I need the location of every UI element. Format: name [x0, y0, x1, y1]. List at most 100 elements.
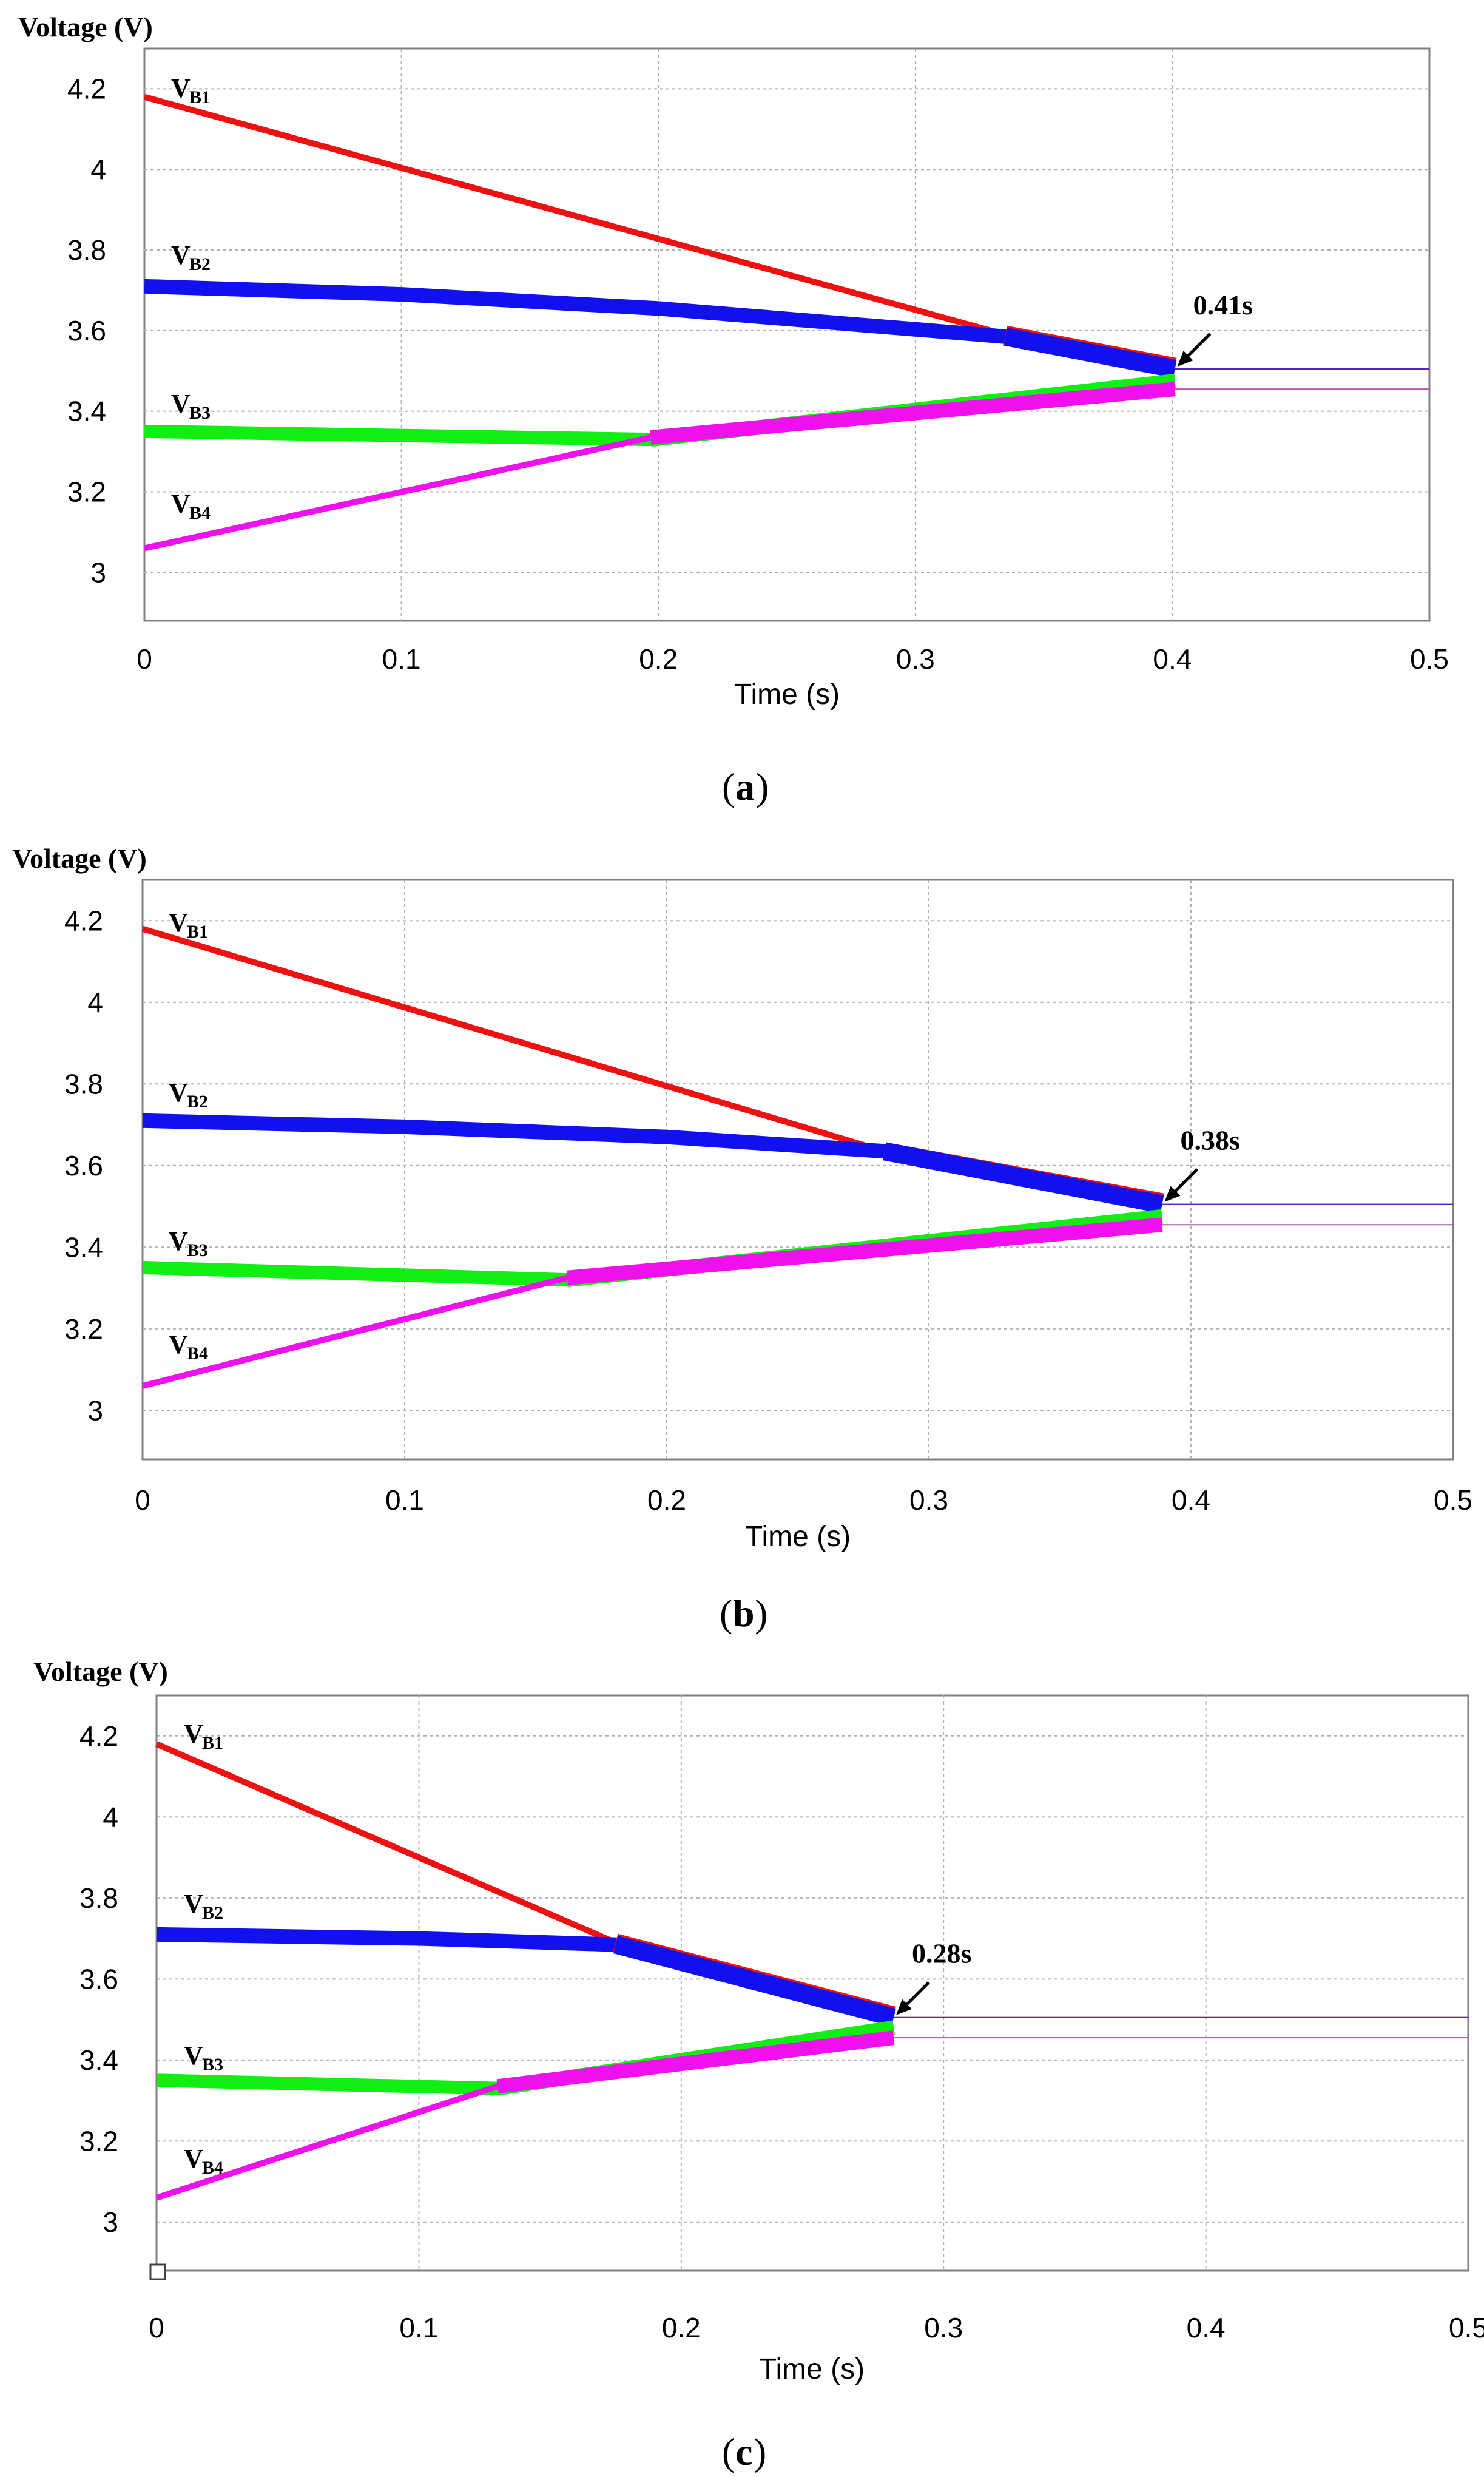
- annotation-arrow-head: [896, 1999, 912, 2015]
- series-label-VB2: VB2: [169, 1078, 208, 1112]
- series-label-main: V: [171, 389, 191, 419]
- x-tick-label: 0.1: [385, 1484, 424, 1516]
- x-tick-label: 0: [135, 1484, 150, 1516]
- series-balance-segment-VB4: [650, 382, 1176, 445]
- x-tick-label: 0.5: [1410, 643, 1449, 675]
- x-tick-label: 0.3: [924, 2312, 963, 2344]
- series-label-sub: B4: [187, 1343, 208, 1364]
- series-label-sub: B2: [202, 1903, 223, 1923]
- series-label-sub: B4: [189, 503, 211, 523]
- series-label-VB3: VB3: [169, 1226, 208, 1260]
- y-tick-label: 3.4: [67, 396, 106, 427]
- plot-frame: [141, 879, 1454, 1461]
- y-tick-label: 3.6: [79, 1963, 118, 1995]
- x-tick-label: 0.2: [639, 643, 678, 675]
- y-tick-label: 4: [103, 1801, 118, 1833]
- y-tick-label: 3.8: [64, 1068, 103, 1100]
- series-label-VB3: VB3: [171, 389, 211, 423]
- series-label-main: V: [169, 1226, 188, 1256]
- series-label-main: V: [184, 2041, 203, 2070]
- y-tick-label: 3.2: [79, 2125, 118, 2157]
- series-label-main: V: [184, 2144, 203, 2174]
- series-label-VB1: VB1: [171, 73, 211, 107]
- series-label-main: V: [171, 73, 191, 103]
- series-label-main: V: [169, 908, 188, 938]
- x-tick-label: 0.4: [1153, 643, 1192, 675]
- y-tick-label: 3: [87, 1394, 103, 1426]
- x-axis-title: Time (s): [734, 678, 840, 711]
- annotation-arrow-head: [1164, 1186, 1181, 1202]
- series-label-main: V: [169, 1330, 188, 1359]
- series-balance-segment-VB2: [613, 1936, 896, 2027]
- y-tick-label: 3.6: [67, 315, 106, 346]
- caption-open-paren: (: [722, 2430, 735, 2473]
- chart-panel-b: Voltage (V) V B1 V B2 V B3 V B4 0.38s 0 0.1 0.2 0.3…: [0, 831, 1484, 1651]
- x-tick-label: 0.1: [399, 2312, 438, 2344]
- x-tick-label: 0: [137, 643, 152, 675]
- x-axis-title: Time (s): [745, 1521, 851, 1553]
- x-tick-label: 0.2: [662, 2312, 701, 2344]
- series-balance-segment-VB2: [1003, 328, 1177, 378]
- series-label-VB1: VB1: [184, 1719, 223, 1753]
- y-axis-title: Voltage (V): [18, 12, 153, 42]
- series-label-main: V: [184, 1889, 203, 1919]
- annotation-label: 0.41s: [1193, 289, 1253, 320]
- y-tick-label: 4: [87, 987, 103, 1018]
- series-label-VB3: VB3: [184, 2041, 223, 2075]
- y-tick-label: 4.2: [64, 905, 103, 936]
- series-label-sub: B1: [187, 922, 208, 942]
- series-label-sub: B3: [189, 403, 211, 423]
- y-tick-label: 3.4: [64, 1231, 103, 1263]
- series-label-main: V: [169, 1078, 188, 1107]
- x-tick-label: 0.3: [896, 643, 935, 675]
- chart-panel-c: Voltage (V) V B1 V B2 V B3 V B4 0.28s 0 0.1 0.2 0.3…: [0, 1652, 1484, 2477]
- series-label-sub: B2: [189, 254, 211, 274]
- y-tick-label: 3.6: [64, 1150, 103, 1181]
- series-label-VB4: VB4: [171, 489, 211, 523]
- chart-panel-a: Voltage (V) V B1 V B2 V B3 V B4 0.41s 0 0.1 0.2 0.3…: [0, 0, 1484, 819]
- series-label-sub: B3: [202, 2055, 223, 2075]
- y-tick-label: 3.8: [67, 234, 106, 266]
- x-tick-label: 0.5: [1434, 1484, 1472, 1516]
- y-axis-title: Voltage (V): [33, 1656, 168, 1687]
- y-axis-title: Voltage (V): [12, 843, 147, 874]
- corner-square-marker: [149, 2263, 166, 2280]
- x-axis-title: Time (s): [759, 2353, 865, 2385]
- annotation-arrow-head: [1177, 350, 1193, 367]
- y-tick-label: 4.2: [79, 1720, 118, 1752]
- y-tick-label: 3: [90, 556, 106, 588]
- caption-close-paren: ): [754, 2430, 766, 2473]
- caption-letter: c: [735, 2430, 752, 2473]
- annotation-label: 0.28s: [912, 1938, 971, 1969]
- caption-open-paren: (: [720, 1592, 732, 1635]
- series-label-VB2: VB2: [184, 1889, 223, 1923]
- series-label-sub: B3: [187, 1240, 208, 1260]
- series-balance-segment-VB2: [882, 1142, 1164, 1214]
- y-tick-label: 3.2: [67, 476, 106, 507]
- y-tick-label: 4.2: [67, 73, 106, 104]
- series-label-sub: B4: [202, 2158, 223, 2178]
- caption-close-paren: ): [755, 1592, 767, 1635]
- series-label-VB4: VB4: [184, 2144, 223, 2178]
- series-label-VB1: VB1: [169, 908, 208, 942]
- annotation-label: 0.38s: [1180, 1125, 1239, 1156]
- y-tick-label: 3.4: [79, 2044, 118, 2076]
- x-tick-label: 0: [149, 2312, 164, 2344]
- x-tick-label: 0.1: [382, 643, 421, 675]
- series-label-sub: B2: [187, 1092, 208, 1112]
- series-balance-segment-VB4: [496, 2030, 895, 2094]
- series-label-sub: B1: [189, 87, 211, 107]
- series-label-main: V: [171, 489, 191, 519]
- x-tick-label: 0.4: [1172, 1484, 1210, 1516]
- series-label-VB4: VB4: [169, 1330, 208, 1364]
- y-tick-label: 4: [90, 154, 106, 185]
- y-tick-label: 3.8: [79, 1882, 118, 1914]
- x-tick-label: 0.5: [1449, 2312, 1484, 2344]
- caption-close-paren: ): [756, 765, 769, 808]
- x-tick-label: 0.4: [1187, 2312, 1226, 2344]
- series-label-sub: B1: [202, 1733, 223, 1753]
- caption-letter: b: [733, 1592, 755, 1635]
